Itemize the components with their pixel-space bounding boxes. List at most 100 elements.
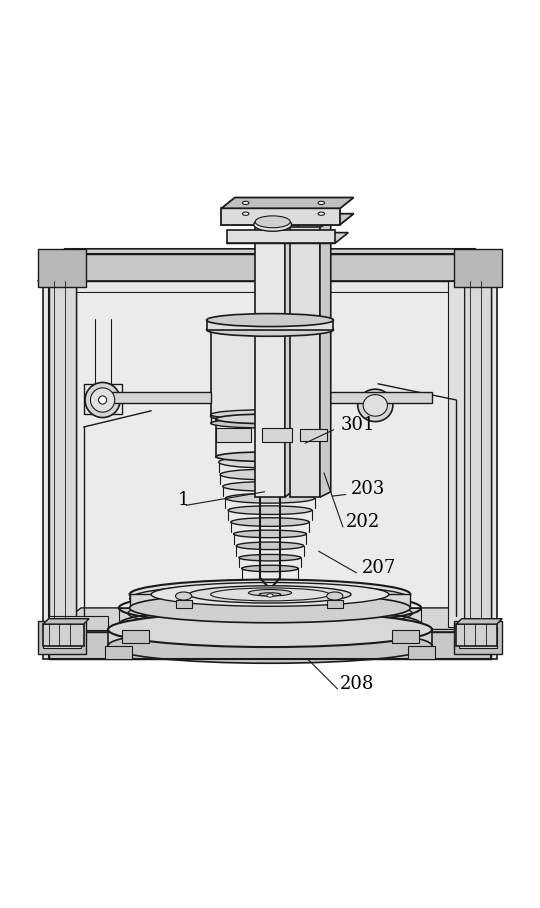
Polygon shape xyxy=(176,600,192,607)
Polygon shape xyxy=(43,618,89,624)
Ellipse shape xyxy=(363,395,387,416)
Ellipse shape xyxy=(259,593,281,596)
Ellipse shape xyxy=(189,586,351,603)
Ellipse shape xyxy=(151,583,389,607)
Ellipse shape xyxy=(248,589,292,596)
Polygon shape xyxy=(38,621,86,654)
Ellipse shape xyxy=(85,382,120,418)
Ellipse shape xyxy=(237,542,303,549)
Ellipse shape xyxy=(108,628,432,663)
Polygon shape xyxy=(327,600,343,607)
Bar xyxy=(392,629,418,643)
Polygon shape xyxy=(49,265,76,643)
Ellipse shape xyxy=(223,481,318,491)
Ellipse shape xyxy=(267,594,273,597)
Bar xyxy=(216,429,251,442)
Polygon shape xyxy=(119,607,421,624)
Text: 208: 208 xyxy=(340,675,375,693)
Polygon shape xyxy=(43,627,81,648)
Polygon shape xyxy=(255,216,299,227)
Polygon shape xyxy=(49,616,108,629)
Ellipse shape xyxy=(108,612,432,647)
Polygon shape xyxy=(216,419,324,457)
Ellipse shape xyxy=(130,593,410,623)
Ellipse shape xyxy=(318,212,325,215)
Ellipse shape xyxy=(216,414,324,424)
Ellipse shape xyxy=(231,518,309,527)
Polygon shape xyxy=(448,281,464,627)
Ellipse shape xyxy=(242,202,249,204)
Ellipse shape xyxy=(211,587,329,601)
Bar xyxy=(408,646,435,659)
Polygon shape xyxy=(54,292,486,659)
Ellipse shape xyxy=(242,212,249,215)
Ellipse shape xyxy=(234,530,307,538)
Ellipse shape xyxy=(228,506,312,515)
Polygon shape xyxy=(54,292,486,648)
Ellipse shape xyxy=(130,584,410,614)
Bar xyxy=(300,429,327,441)
Polygon shape xyxy=(211,415,329,423)
Polygon shape xyxy=(227,232,348,243)
Polygon shape xyxy=(454,621,502,654)
Polygon shape xyxy=(221,208,340,224)
Ellipse shape xyxy=(357,390,393,421)
Text: 301: 301 xyxy=(340,416,375,434)
Ellipse shape xyxy=(327,592,343,600)
Ellipse shape xyxy=(211,419,329,428)
Polygon shape xyxy=(221,213,354,224)
Polygon shape xyxy=(221,198,354,208)
Polygon shape xyxy=(454,249,502,287)
Polygon shape xyxy=(38,249,86,287)
Polygon shape xyxy=(285,216,299,498)
Polygon shape xyxy=(456,624,497,646)
Ellipse shape xyxy=(239,555,301,561)
Polygon shape xyxy=(464,265,491,643)
Ellipse shape xyxy=(130,579,410,609)
Ellipse shape xyxy=(119,607,421,640)
Ellipse shape xyxy=(216,452,324,461)
Ellipse shape xyxy=(318,202,325,204)
Ellipse shape xyxy=(211,410,329,419)
Ellipse shape xyxy=(242,566,299,572)
Ellipse shape xyxy=(220,469,320,480)
Ellipse shape xyxy=(90,388,114,412)
Polygon shape xyxy=(49,254,491,281)
Ellipse shape xyxy=(98,396,106,404)
Polygon shape xyxy=(291,227,320,498)
Ellipse shape xyxy=(219,456,321,468)
Polygon shape xyxy=(43,281,497,659)
Polygon shape xyxy=(227,230,335,243)
Polygon shape xyxy=(207,321,334,330)
Ellipse shape xyxy=(254,218,292,232)
Text: 207: 207 xyxy=(362,558,396,577)
Polygon shape xyxy=(464,281,491,632)
Bar xyxy=(122,629,148,643)
Ellipse shape xyxy=(207,323,334,336)
Polygon shape xyxy=(130,595,410,607)
Text: 1: 1 xyxy=(178,491,190,509)
Polygon shape xyxy=(49,632,491,659)
Polygon shape xyxy=(459,627,497,648)
Polygon shape xyxy=(329,392,432,403)
Polygon shape xyxy=(49,281,76,632)
Ellipse shape xyxy=(176,592,192,600)
Bar xyxy=(262,429,292,442)
Text: 202: 202 xyxy=(346,513,380,531)
Polygon shape xyxy=(211,330,329,416)
Polygon shape xyxy=(108,629,432,646)
Polygon shape xyxy=(108,392,211,403)
Polygon shape xyxy=(43,624,84,646)
Ellipse shape xyxy=(207,313,334,327)
Polygon shape xyxy=(54,607,486,629)
Ellipse shape xyxy=(211,324,329,336)
Text: 203: 203 xyxy=(351,480,386,498)
Ellipse shape xyxy=(211,410,329,422)
Polygon shape xyxy=(38,249,502,281)
Polygon shape xyxy=(255,227,285,498)
Polygon shape xyxy=(320,222,330,498)
Polygon shape xyxy=(456,618,502,624)
Ellipse shape xyxy=(255,216,291,228)
Ellipse shape xyxy=(226,493,314,503)
Bar xyxy=(105,646,132,659)
